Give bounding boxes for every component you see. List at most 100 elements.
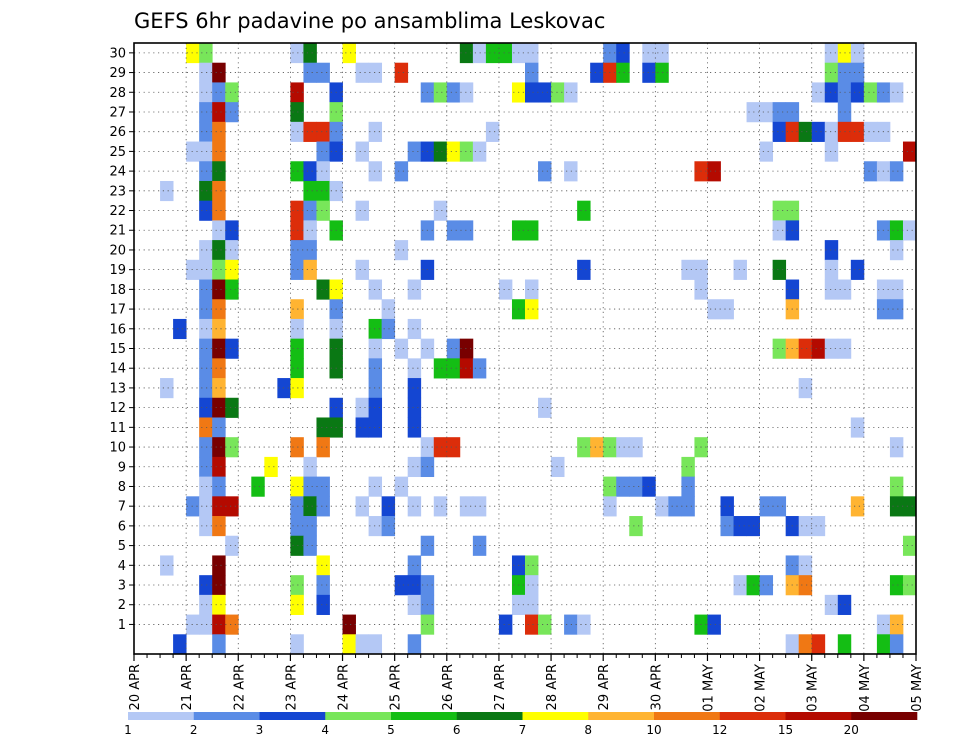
heat-cell [538,82,552,103]
heat-cell [889,614,904,635]
heat-cell [225,82,239,103]
heat-cell [459,43,474,64]
y-tick-label: 22 [109,204,126,219]
heat-cell [459,82,474,103]
heat-cell [199,279,213,300]
heat-cell [811,338,826,359]
heat-cell [199,496,213,517]
heat-cell [459,220,474,241]
heat-cell [772,121,787,142]
heat-cell [212,575,226,596]
heat-cell [368,378,383,399]
heat-cell [290,43,304,64]
heat-cell [225,259,239,280]
x-tick-label: 24 APR [337,664,352,710]
heat-cell [355,634,369,655]
heat-cell [889,279,904,300]
heat-cell [629,516,643,537]
heat-cell [407,555,422,576]
heat-cell [290,575,304,596]
y-tick-label: 1 [118,618,126,633]
y-tick-label: 2 [118,598,126,613]
heat-cell [368,358,383,379]
legend-label: 1 [124,723,132,737]
heat-cell [303,535,317,556]
y-tick-label: 4 [118,559,126,574]
heat-cell [577,437,591,458]
heat-cell [290,378,304,399]
heat-cell [525,555,539,576]
heat-cell [394,338,409,359]
heat-cell [316,161,330,182]
heat-cell [199,437,213,458]
heat-cell [186,141,200,162]
heat-cell [368,476,383,497]
heat-cell [433,358,448,379]
grid-layer [134,43,916,654]
heat-cell [824,121,839,142]
heat-cell [472,43,487,64]
heat-cell [303,259,317,280]
heat-cell [446,220,461,241]
heat-cell [446,338,461,359]
heat-cell [199,456,213,478]
heat-cell [642,43,656,64]
heat-cell [225,240,239,261]
heat-cell [381,299,396,320]
x-tick-label: 03 MAY [806,664,821,712]
heat-cell [199,417,213,438]
heat-cell [342,634,356,655]
heat-cell [212,62,226,83]
heat-cell [407,397,422,418]
heat-cell [212,378,226,399]
legend-label: 12 [712,723,727,737]
heat-cell [707,299,721,320]
legend-swatch [522,712,589,720]
heat-cell [407,417,422,438]
x-tick-label: 05 MAY [910,664,925,712]
legend-swatch [785,712,852,720]
heat-cell [850,82,865,103]
heat-cell [876,634,891,655]
heat-cell [459,496,474,517]
heat-cell [342,43,356,64]
heat-cell [707,614,721,635]
heat-cell [212,82,226,103]
x-tick-label: 28 APR [545,664,560,710]
heat-cell [798,121,813,142]
heat-cell [316,62,330,83]
x-tick-label: 27 APR [493,664,508,710]
heat-cell [407,496,422,517]
legend-swatch [325,712,392,720]
heat-cell [902,575,917,596]
legend-swatch [456,712,523,720]
y-tick-label: 12 [109,401,126,416]
heat-cell [199,240,213,261]
heat-cell [173,634,187,655]
y-tick-label: 15 [109,342,126,357]
heat-cell [212,456,226,478]
heat-cell [538,397,552,418]
heat-cell [212,496,226,517]
heat-cell [212,102,226,123]
heat-cell [368,62,383,83]
heat-cell [824,259,839,280]
heat-cell [446,82,461,103]
heat-cell [759,141,774,162]
y-tick-label: 21 [109,224,126,239]
heat-cell [616,43,630,64]
heat-cell [212,121,226,142]
heat-cell [863,161,878,182]
heat-cell [212,417,226,438]
heat-cell [525,220,539,241]
heat-cell [368,161,383,182]
heat-cell [642,62,656,83]
legend-swatch [654,712,721,720]
heat-cell [316,417,330,438]
heat-cell [186,259,200,280]
heat-cell [212,318,226,340]
heat-cell [459,358,474,379]
heat-cell [850,121,865,142]
heat-cell [316,437,330,458]
heat-cell [290,121,304,142]
